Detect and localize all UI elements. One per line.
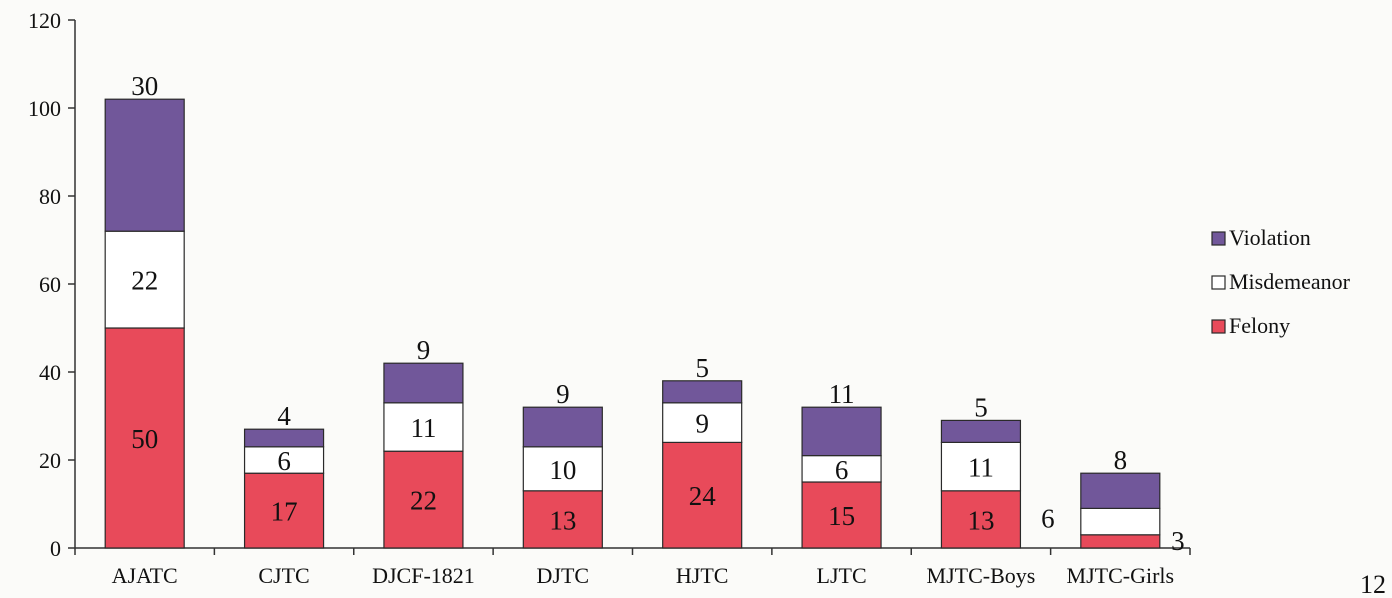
data-label: 13 bbox=[967, 505, 994, 535]
page-number: 12 bbox=[1360, 570, 1386, 593]
category-label: DJCF-1821 bbox=[372, 563, 475, 588]
y-tick-label: 120 bbox=[28, 8, 61, 33]
category-label: HJTC bbox=[676, 563, 729, 588]
legend-swatch-violation bbox=[1211, 231, 1226, 246]
bar-segment-violation bbox=[522, 406, 603, 448]
bar-segment-violation bbox=[383, 362, 464, 404]
data-label: 5 bbox=[974, 392, 988, 422]
data-label: 6 bbox=[277, 446, 291, 476]
bar-segment-violation bbox=[104, 98, 185, 232]
data-label: 15 bbox=[828, 501, 855, 531]
data-label: 3 bbox=[1171, 526, 1185, 556]
data-label: 9 bbox=[556, 379, 570, 409]
bar-segment-felony bbox=[1080, 534, 1161, 549]
bar-segment-felony bbox=[104, 327, 185, 549]
category-label: AJATC bbox=[112, 563, 178, 588]
category-label: CJTC bbox=[258, 563, 309, 588]
category-label: MJTC-Boys bbox=[927, 563, 1036, 588]
bar-segment-misdemeanor bbox=[940, 441, 1022, 492]
data-label: 10 bbox=[549, 455, 576, 485]
data-label: 17 bbox=[271, 497, 298, 527]
data-label: 30 bbox=[131, 71, 158, 101]
y-tick-label: 0 bbox=[50, 536, 61, 561]
data-label: 22 bbox=[410, 486, 437, 516]
data-label: 6 bbox=[1041, 504, 1055, 534]
bar-segment-felony bbox=[243, 472, 325, 549]
data-label: 11 bbox=[968, 453, 994, 483]
bar-segment-misdemeanor bbox=[662, 402, 743, 443]
data-label: 6 bbox=[835, 455, 849, 485]
bar-segment-violation bbox=[801, 406, 882, 457]
data-label: 50 bbox=[131, 424, 158, 454]
data-label: 24 bbox=[689, 481, 717, 511]
category-label: LJTC bbox=[817, 563, 867, 588]
bar-segment-misdemeanor bbox=[383, 402, 464, 452]
data-labels: 50 22 30 17 6 4 22 11 9 13 10 9 24 9 5 15 6 11 13 11 5 3 6 8 bbox=[131, 71, 1184, 556]
data-label: 8 bbox=[1114, 445, 1128, 475]
bar-segment-felony bbox=[383, 450, 464, 549]
bar-segment-misdemeanor bbox=[522, 446, 603, 492]
y-tick-label: 40 bbox=[39, 360, 61, 385]
data-label: 9 bbox=[695, 409, 709, 439]
data-label: 13 bbox=[549, 505, 576, 535]
bar-segment-violation bbox=[1080, 472, 1161, 510]
bars bbox=[104, 98, 1161, 549]
category-label: MJTC-Girls bbox=[1067, 563, 1175, 588]
legend-label-misdemeanor: Misdemeanor bbox=[1229, 269, 1351, 294]
bar-segment-misdemeanor bbox=[243, 446, 325, 474]
bar-segment-misdemeanor bbox=[104, 230, 185, 329]
bar-segment-misdemeanor bbox=[1080, 507, 1161, 536]
bar-segment-violation bbox=[243, 428, 325, 448]
y-tick-label: 80 bbox=[39, 184, 61, 209]
bar-segment-felony bbox=[522, 490, 603, 549]
axes: 0 20 40 60 80 100 120 AJATC CJTC DJCF-1821 DJTC HJT… bbox=[28, 8, 1191, 588]
data-label: 22 bbox=[131, 266, 158, 296]
bar-segment-misdemeanor bbox=[801, 455, 882, 483]
legend: Violation Misdemeanor Felony bbox=[1211, 225, 1351, 338]
legend-label-violation: Violation bbox=[1229, 225, 1311, 250]
y-tick-label: 20 bbox=[39, 448, 61, 473]
legend-label-felony: Felony bbox=[1229, 313, 1290, 338]
data-label: 11 bbox=[410, 413, 436, 443]
data-label: 11 bbox=[829, 379, 855, 409]
bar-segment-violation bbox=[940, 419, 1022, 443]
legend-swatch-misdemeanor bbox=[1211, 275, 1226, 290]
legend-swatch-felony bbox=[1211, 319, 1226, 334]
y-tick-label: 100 bbox=[28, 96, 61, 121]
bar-segment-violation bbox=[662, 380, 743, 404]
data-label: 4 bbox=[277, 401, 291, 431]
data-label: 9 bbox=[417, 335, 431, 365]
category-label: DJTC bbox=[537, 563, 590, 588]
y-tick-label: 60 bbox=[39, 272, 61, 297]
data-label: 5 bbox=[695, 353, 709, 383]
